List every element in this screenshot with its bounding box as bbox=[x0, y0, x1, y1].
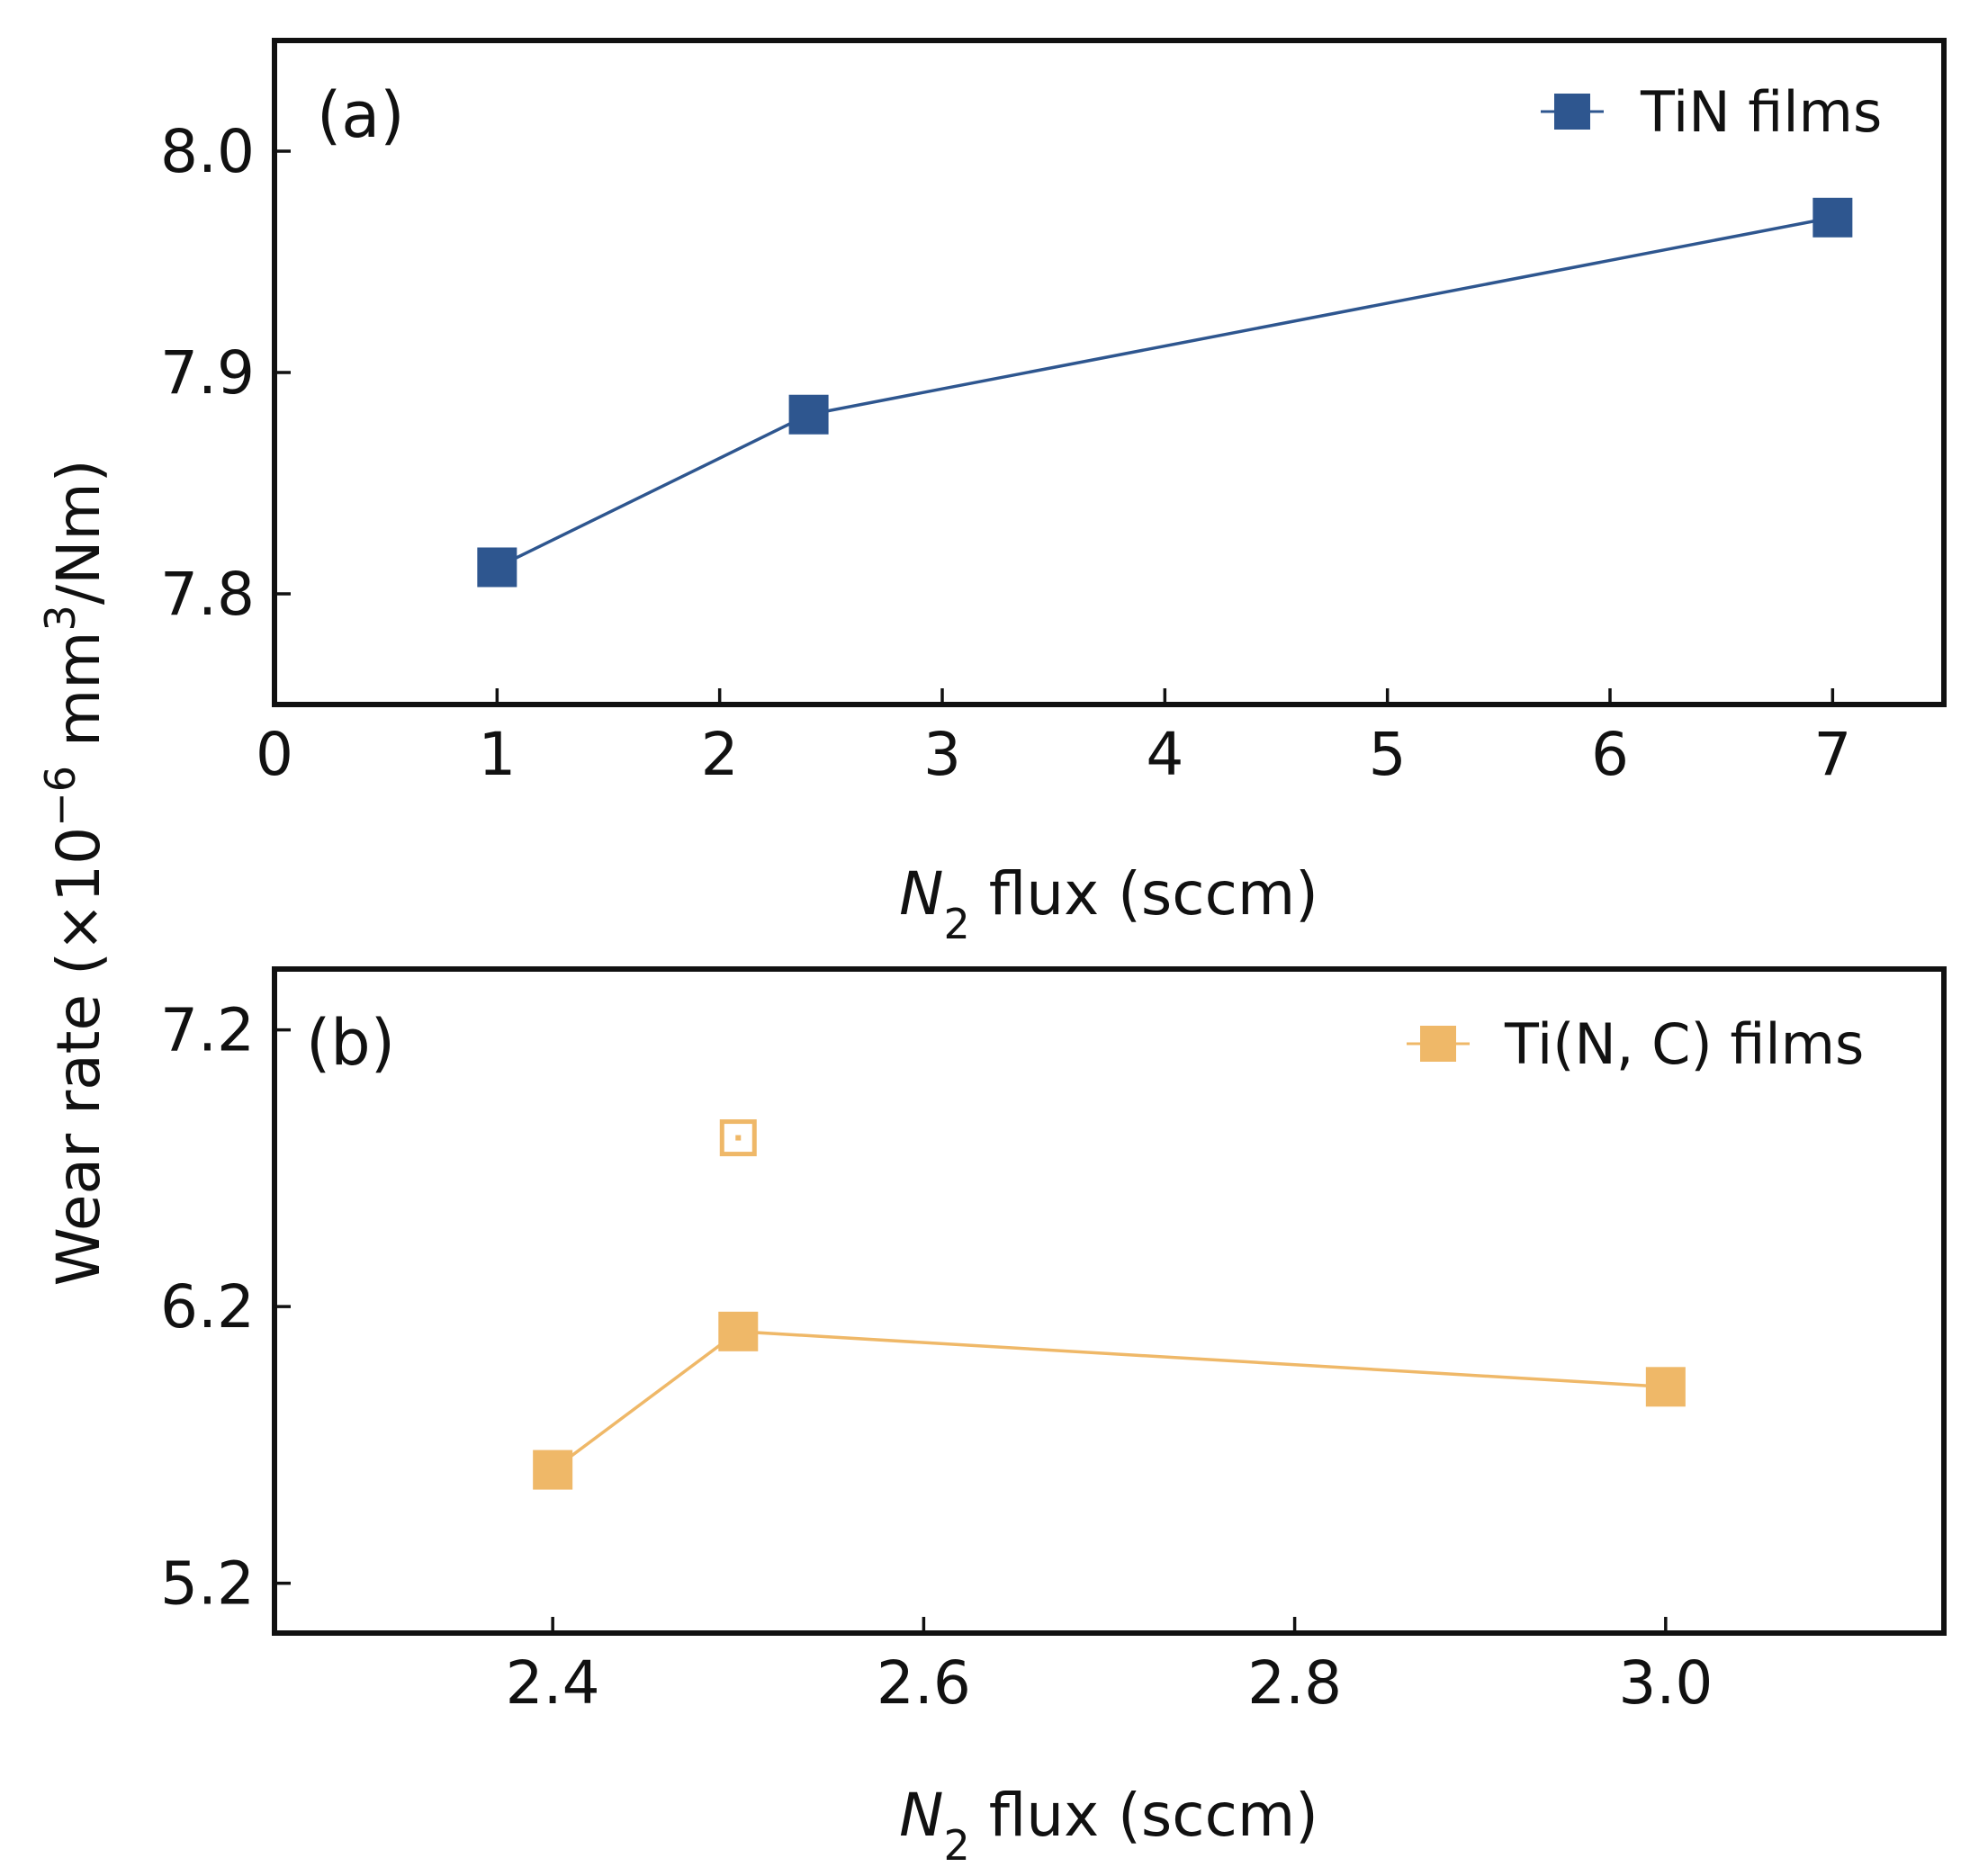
panel-b-legend: Ti(N, C) films bbox=[1407, 1011, 1864, 1077]
y-axis-title-unit-exp: 3 bbox=[36, 605, 85, 631]
panel-b-x-tick-label: 3.0 bbox=[1618, 1648, 1713, 1718]
open-marker-center-dot bbox=[735, 1135, 742, 1141]
panel-a-x-tick-label: 6 bbox=[1591, 720, 1629, 789]
panel-b-y-tick-label: 6.2 bbox=[160, 1272, 255, 1342]
panel-b-x-tick-label: 2.6 bbox=[877, 1648, 971, 1718]
panel-a-x-axis-title-var: N bbox=[899, 859, 943, 929]
panel-a-x-tick-label: 3 bbox=[923, 720, 961, 789]
panel-a-x-axis-title-rest: flux (sccm) bbox=[970, 859, 1318, 929]
panel-b-y-tick-label: 7.2 bbox=[160, 996, 255, 1065]
panel-b-data-point bbox=[718, 1311, 759, 1351]
panel-a-x-tick-label: 1 bbox=[478, 720, 516, 789]
panel-b-ticks: 2.4 2.6 2.8 3.0 5.2 6.2 7.2 bbox=[160, 996, 1713, 1718]
panel-a-data-point bbox=[788, 394, 829, 435]
panel-a-y-tick-label: 7.9 bbox=[160, 338, 255, 408]
panel-a-plot-content bbox=[477, 197, 1853, 588]
panel-a-legend: TiN films bbox=[1541, 79, 1882, 145]
panel-a-data-point bbox=[1813, 197, 1853, 238]
open-marker-square bbox=[719, 1119, 757, 1157]
panel-b-y-tick-label: 5.2 bbox=[160, 1549, 255, 1619]
panel-a-data-point bbox=[477, 547, 517, 588]
panel-a: 0 1 2 3 4 5 6 77.87.98.0 (a) TiN films N2 flux … bbox=[160, 38, 1947, 948]
panel-a-x-tick-label: 5 bbox=[1369, 720, 1407, 789]
panel-b-frame bbox=[272, 966, 1947, 1636]
panel-a-label: (a) bbox=[317, 78, 405, 152]
panel-b-x-axis-title-sub: 2 bbox=[943, 1821, 969, 1870]
panel-a-legend-label: TiN films bbox=[1640, 79, 1882, 145]
panel-b-x-tick-label: 2.4 bbox=[506, 1648, 600, 1718]
panel-a-ticks: 0 1 2 3 4 5 6 7 7.8 7.9 8.0 bbox=[160, 117, 1851, 789]
panel-b-legend-marker bbox=[1420, 1026, 1456, 1062]
panel-b-x-axis-title-rest: flux (sccm) bbox=[970, 1781, 1318, 1850]
panel-b-plot-content bbox=[533, 1119, 1686, 1490]
panel-a-x-axis-title-sub: 2 bbox=[943, 900, 969, 948]
panel-a-x-tick-label: 7 bbox=[1813, 720, 1851, 789]
panel-a-x-tick-label: 0 bbox=[256, 720, 293, 789]
y-axis-title-exp: −6 bbox=[36, 766, 85, 827]
y-axis-title: Wear rate (×10−6 mm3/Nm) bbox=[36, 460, 113, 1287]
y-axis-title-unit: mm bbox=[44, 631, 113, 766]
panel-b-x-axis-title-var: N bbox=[899, 1781, 943, 1850]
panel-b-open-data-point bbox=[719, 1119, 757, 1157]
panel-a-x-tick-label: 4 bbox=[1146, 720, 1183, 789]
panel-a-legend-marker bbox=[1554, 94, 1590, 130]
panel-b-label: (b) bbox=[306, 1006, 395, 1080]
panel-b-x-tick-label: 2.8 bbox=[1247, 1648, 1342, 1718]
y-axis-title-suffix: /Nm) bbox=[44, 460, 113, 606]
panel-b-series-line bbox=[552, 1330, 1666, 1471]
panel-a-y-tick-label: 7.8 bbox=[160, 560, 255, 629]
panel-b-legend-label: Ti(N, C) films bbox=[1504, 1011, 1864, 1077]
panel-b: 2.4 2.6 2.8 3.0 5.2 6.2 7.2 (b) Ti(N, C) films… bbox=[160, 966, 1947, 1870]
panel-a-series-line bbox=[496, 216, 1833, 570]
panel-b-data-point bbox=[533, 1450, 573, 1490]
panel-a-x-axis-title: N2 flux (sccm) bbox=[899, 859, 1318, 948]
panel-b-x-axis-title: N2 flux (sccm) bbox=[899, 1781, 1318, 1870]
panel-a-y-tick-label: 8.0 bbox=[160, 117, 255, 186]
y-axis-title-prefix: Wear rate (×10 bbox=[44, 827, 113, 1287]
panel-b-data-point bbox=[1645, 1367, 1686, 1407]
panel-a-x-tick-label: 2 bbox=[701, 720, 739, 789]
